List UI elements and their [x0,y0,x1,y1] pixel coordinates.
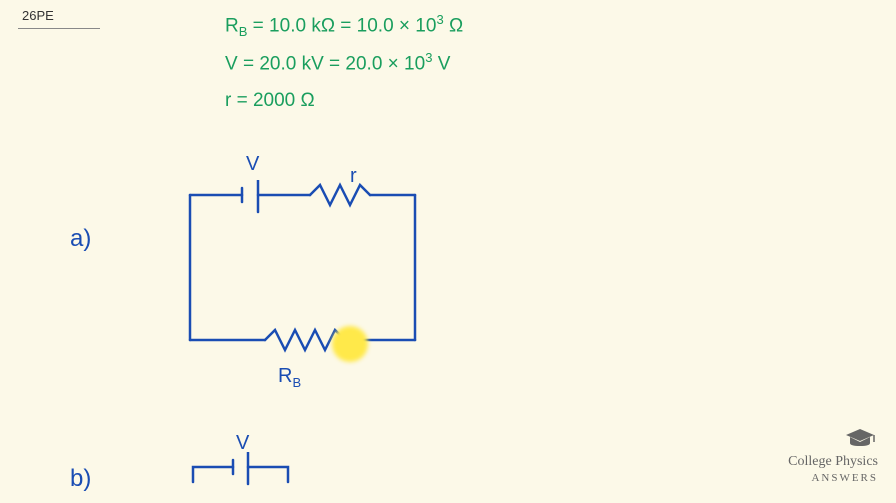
eq2-end: V [432,53,450,74]
eq1-sup: 3 [436,12,443,27]
equation-v: V = 20.0 kV = 20.0 × 103 V [225,50,450,75]
equation-rb: RB = 10.0 kΩ = 10.0 × 103 Ω [225,12,463,39]
part-b-label: b) [70,465,91,493]
graduation-cap-icon [842,427,878,449]
eq2-main: V = 20.0 kV = 20.0 × 10 [225,53,425,74]
problem-underline [18,28,100,29]
circuit-a-diagram [180,180,450,360]
v-label-circuit-a: V [246,153,259,176]
rb-sub: B [292,375,301,390]
eq1-end: Ω [444,15,463,36]
problem-label: 26PE [22,8,54,23]
eq1-rest: = 10.0 kΩ = 10.0 × 10 [247,15,436,36]
highlight-dot [332,326,368,362]
equation-r: r = 2000 Ω [225,90,315,112]
logo-line2: ANSWERS [788,471,878,485]
rb-var: R [278,365,292,387]
logo-line1: College Physics [788,453,878,471]
rb-label-circuit-a: RB [278,365,301,390]
circuit-b-diagram [188,452,338,502]
brand-logo: College Physics ANSWERS [788,427,878,485]
eq1-var: R [225,15,239,36]
part-a-label: a) [70,225,91,253]
